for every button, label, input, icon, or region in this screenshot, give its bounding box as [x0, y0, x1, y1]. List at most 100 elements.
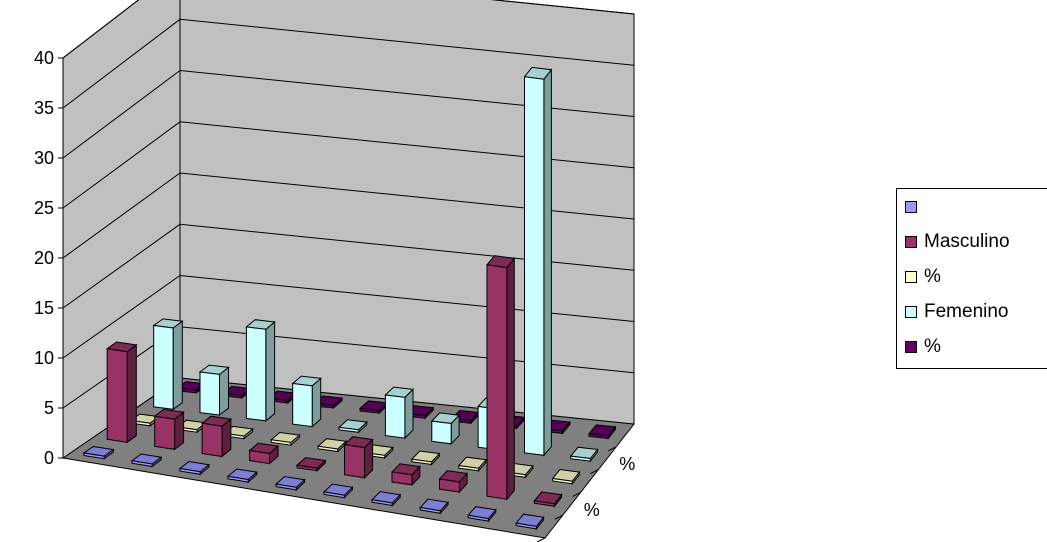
bar	[323, 483, 354, 499]
bar	[430, 412, 461, 446]
bar-front	[317, 445, 339, 453]
bar-side	[311, 377, 322, 428]
bar	[371, 491, 402, 507]
bar	[410, 450, 441, 466]
depth-tick-mark	[590, 469, 599, 475]
y-tick-label: 30	[34, 148, 54, 168]
bar	[291, 375, 322, 428]
bar-side	[265, 320, 276, 422]
bar	[358, 400, 389, 415]
bar-front	[131, 460, 153, 468]
legend-item: Masculino	[905, 230, 1010, 254]
bar	[198, 364, 230, 417]
gridline	[62, 121, 635, 209]
depth-tick-mark	[554, 514, 564, 520]
depth-tick-mark	[572, 491, 581, 497]
bar	[486, 255, 516, 501]
bar-front	[83, 452, 105, 460]
legend-item	[905, 195, 924, 219]
bar	[438, 470, 469, 494]
gridline	[62, 0, 635, 59]
bar	[152, 318, 184, 411]
bar-front	[391, 471, 413, 486]
bar-front	[570, 455, 591, 462]
gridline	[62, 223, 635, 309]
bar-front	[552, 477, 573, 485]
depth-axis-label: %	[584, 500, 600, 520]
bar	[515, 513, 545, 531]
bar	[226, 468, 258, 484]
bar-front	[106, 348, 128, 443]
legend-swatch	[905, 236, 917, 248]
bar-front	[344, 444, 365, 479]
depth-axis-labels: %%	[584, 454, 636, 520]
legend-label: Femenino	[924, 301, 1009, 322]
bar	[248, 442, 280, 465]
bar-front	[199, 371, 220, 416]
bar-side	[219, 366, 229, 417]
bar-front	[154, 415, 176, 450]
legend-item: %	[905, 265, 941, 289]
gridlines	[62, 0, 635, 409]
y-tick-label: 25	[34, 198, 54, 218]
bar	[316, 438, 348, 453]
bar-front	[588, 433, 609, 440]
bar-front	[270, 439, 292, 446]
legend-item: Femenino	[905, 300, 1009, 324]
depth-axis-label: %	[619, 454, 635, 474]
bar-front	[227, 475, 249, 483]
chart-axes	[58, 57, 617, 542]
bar-front	[292, 382, 313, 428]
bar-front	[323, 491, 345, 499]
bar-front	[153, 324, 174, 410]
bar	[270, 431, 301, 447]
bar-front	[245, 326, 267, 422]
bar	[533, 491, 563, 508]
bar-front	[533, 500, 555, 507]
legend-swatch	[905, 271, 917, 283]
y-tick-label: 15	[34, 298, 54, 318]
bar-side	[172, 320, 183, 411]
bar-front	[338, 426, 359, 433]
bar-front	[439, 478, 460, 493]
y-axis-tick-labels: 0 5 10 15 20 25 30 35 40	[34, 48, 54, 468]
bar	[200, 415, 232, 458]
bar-front	[431, 420, 452, 445]
bar-front	[296, 464, 318, 472]
y-tick-label: 20	[34, 248, 54, 268]
bar-side	[543, 68, 552, 457]
gridline	[62, 18, 635, 109]
legend-label: %	[924, 266, 941, 287]
bar	[523, 66, 553, 457]
bar-front	[359, 407, 380, 414]
bar	[82, 445, 115, 460]
bar-front	[249, 449, 270, 465]
bar-front	[201, 422, 223, 458]
legend-swatch	[905, 306, 917, 318]
bar	[295, 457, 327, 472]
bar-front	[179, 467, 201, 475]
bar	[384, 386, 415, 440]
gridline	[62, 172, 635, 259]
bar-front	[411, 458, 433, 465]
y-tick-label: 5	[44, 398, 54, 418]
bar-front	[384, 394, 406, 439]
y-tick-label: 0	[44, 448, 54, 468]
bar-side	[126, 343, 137, 444]
bar-side	[506, 257, 515, 501]
bar	[457, 456, 488, 473]
bar	[153, 408, 185, 451]
bar	[337, 419, 368, 434]
bar	[274, 476, 306, 492]
legend-swatch	[905, 201, 917, 213]
bar	[569, 446, 599, 463]
bar-front	[275, 483, 297, 491]
y-tick-label: 40	[34, 48, 54, 68]
y-tick-label: 35	[34, 98, 54, 118]
legend-label: %	[924, 336, 941, 357]
legend: Masculino% Femenino%	[896, 188, 1047, 369]
bar	[551, 468, 581, 486]
bar	[467, 506, 497, 523]
legend-label: Masculino	[924, 231, 1010, 252]
